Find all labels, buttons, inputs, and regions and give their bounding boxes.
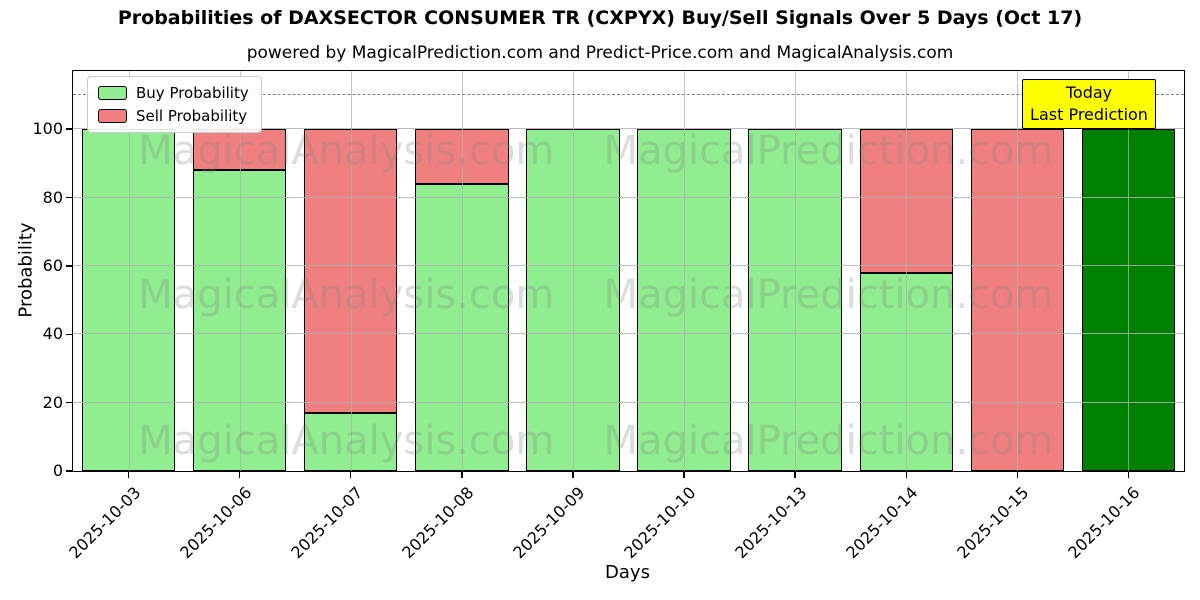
legend-sell-label: Sell Probability	[136, 107, 248, 125]
legend-entry-sell: Sell Probability	[98, 108, 249, 124]
x-axis-label: Days	[605, 562, 650, 583]
y-tick-mark	[66, 128, 73, 130]
y-gridline	[73, 264, 1184, 266]
x-tick-mark	[461, 471, 463, 478]
x-tick-mark	[350, 471, 352, 478]
y-gridline	[73, 128, 1184, 130]
legend-entry-buy: Buy Probability	[98, 85, 249, 101]
x-tick-mark	[1127, 471, 1130, 478]
chart-title: Probabilities of DAXSECTOR CONSUMER TR (…	[117, 7, 1083, 29]
x-tick-mark	[1016, 471, 1019, 478]
x-gridline	[1017, 71, 1019, 471]
x-gridline	[906, 71, 908, 471]
y-tick-label: 100	[32, 119, 63, 139]
dashed-threshold-line	[73, 93, 1184, 95]
x-tick-label: 2025-10-09	[509, 483, 589, 563]
y-tick-mark	[66, 333, 73, 335]
legend-buy-label: Buy Probability	[136, 84, 249, 102]
legend: Buy Probability Sell Probability	[87, 76, 262, 133]
x-tick-label: 2025-10-08	[398, 483, 478, 563]
plot-area: Buy Probability Sell Probability Today L…	[32, 70, 1185, 562]
x-tick-mark	[794, 471, 796, 478]
x-tick-label: 2025-10-14	[842, 483, 922, 563]
x-tick-label: 2025-10-15	[953, 483, 1033, 563]
x-tick-mark	[905, 471, 907, 478]
today-annotation: Today Last Prediction	[1022, 79, 1156, 129]
bar-buy	[304, 412, 398, 471]
y-gridline	[73, 196, 1184, 198]
sell-swatch-icon	[98, 109, 127, 123]
x-gridline	[239, 71, 241, 471]
x-tick-mark	[127, 471, 130, 478]
x-tick-label: 2025-10-03	[64, 483, 144, 563]
today-annotation-line1: Today	[1065, 83, 1113, 102]
y-tick-label: 40	[42, 324, 63, 344]
bar-buy	[81, 129, 176, 471]
y-tick-label: 60	[42, 255, 63, 275]
x-tick-mark	[238, 471, 241, 478]
y-tick-mark	[66, 470, 73, 472]
x-gridline	[572, 71, 574, 471]
y-tick-mark	[66, 196, 73, 199]
buy-swatch-icon	[98, 86, 127, 100]
x-tick-label: 2025-10-07	[286, 483, 367, 563]
chart-subtitle: powered by MagicalPrediction.com and Pre…	[246, 43, 954, 63]
x-tick-label: 2025-10-16	[1064, 483, 1144, 563]
y-tick-label: 20	[42, 392, 63, 412]
x-gridline	[128, 71, 130, 471]
bar-sell	[859, 129, 953, 273]
x-gridline	[795, 71, 797, 471]
y-gridline	[73, 401, 1184, 403]
bar-buy	[859, 272, 953, 471]
x-gridline	[461, 71, 463, 471]
x-gridline	[1128, 71, 1130, 471]
y-tick-label: 80	[42, 187, 63, 207]
bar-buy	[637, 129, 731, 471]
x-tick-label: 2025-10-10	[620, 483, 700, 563]
x-tick-label: 2025-10-13	[731, 483, 811, 563]
y-tick-mark	[66, 401, 73, 404]
x-tick-mark	[683, 471, 685, 478]
today-annotation-line2: Last Prediction	[1030, 105, 1148, 124]
bar-sell	[304, 129, 398, 413]
y-gridline	[73, 333, 1184, 335]
x-tick-mark	[572, 471, 574, 478]
x-tick-label: 2025-10-06	[175, 483, 256, 563]
x-gridline	[684, 71, 686, 471]
x-gridline	[350, 71, 352, 471]
y-tick-label: 0	[52, 461, 63, 480]
y-tick-mark	[66, 265, 73, 267]
